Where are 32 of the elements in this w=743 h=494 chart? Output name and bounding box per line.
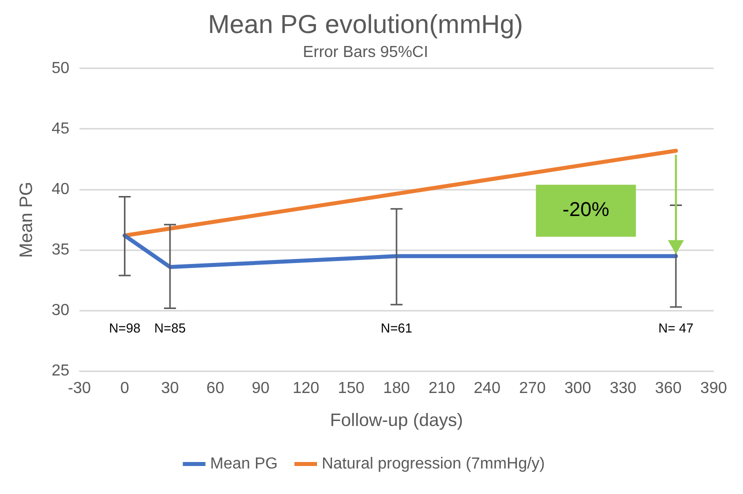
x-tick-label: 60 — [206, 380, 224, 398]
chart-subtitle: Error Bars 95%CI — [302, 44, 428, 62]
x-tick-label: 360 — [654, 380, 682, 398]
y-tick-label: 35 — [52, 241, 70, 258]
annotation: N= 47 — [658, 320, 694, 336]
y-tick-label: 30 — [52, 302, 70, 320]
x-tick-label: 270 — [519, 380, 546, 398]
y-tick-label: 25 — [52, 362, 70, 380]
x-tick-label: 240 — [474, 380, 501, 398]
annotation: N=61 — [380, 320, 412, 336]
x-tick-label: 30 — [161, 380, 180, 398]
legend-label: Mean PG — [210, 455, 278, 472]
x-tick-label: 180 — [383, 380, 410, 398]
annotation: N=98 — [108, 320, 140, 336]
y-tick-label: 45 — [52, 120, 70, 138]
legend-label: Natural progression (7mmHg/y) — [322, 455, 545, 472]
annotation: N=85 — [154, 320, 186, 336]
x-tick-label: -30 — [68, 380, 92, 398]
x-axis-title: Follow-up (days) — [330, 410, 464, 430]
chart-title: Mean PG evolution(mmHg) — [208, 8, 523, 39]
x-tick-label: 300 — [564, 380, 592, 398]
x-tick-label: 150 — [338, 380, 365, 398]
x-tick-label: 120 — [292, 380, 320, 398]
y-tick-label: 50 — [52, 60, 70, 77]
x-tick-label: 210 — [428, 380, 456, 398]
y-tick-label: 40 — [52, 180, 70, 198]
annotation: -20% — [562, 199, 610, 222]
x-tick-label: 90 — [252, 380, 270, 398]
x-tick-label: 330 — [610, 380, 636, 398]
y-axis-title: Mean PG — [16, 182, 36, 258]
x-tick-label: 0 — [120, 380, 130, 398]
x-tick-label: 390 — [700, 380, 728, 398]
